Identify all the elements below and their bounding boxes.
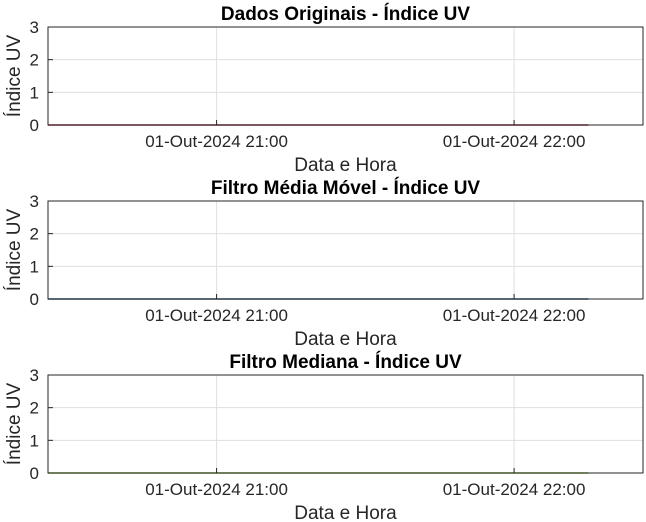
x-tick-label: 01-Out-2024 22:00 — [443, 132, 586, 151]
chart-title: Dados Originais - Índice UV — [221, 3, 470, 25]
y-tick-label: 2 — [30, 225, 39, 244]
x-tick-label: 01-Out-2024 21:00 — [145, 306, 288, 325]
axes-box — [47, 374, 644, 474]
x-tick-label: 01-Out-2024 21:00 — [145, 132, 288, 151]
y-tick-label: 0 — [30, 464, 39, 483]
axes-box — [47, 26, 644, 126]
plot-area — [48, 375, 643, 473]
x-tick-label: 01-Out-2024 22:00 — [443, 480, 586, 499]
y-tick-label: 2 — [30, 51, 39, 70]
subplot-1: 0 1 2 3 01-Out-2024 21:00 01-Out-2024 22:00 Da… — [4, 3, 644, 176]
x-tick-label: 01-Out-2024 22:00 — [443, 306, 586, 325]
chart-title: Filtro Média Móvel - Índice UV — [211, 177, 481, 199]
y-tick-label: 3 — [30, 366, 39, 385]
y-tick-label: 1 — [30, 83, 39, 102]
y-tick-label: 1 — [30, 431, 39, 450]
y-tick-label: 0 — [30, 116, 39, 135]
x-axis-label: Data e Hora — [294, 155, 397, 176]
y-tick-label: 3 — [30, 192, 39, 211]
y-axis-label: Índice UV — [4, 382, 25, 465]
plot-area — [48, 27, 643, 125]
subplot-3: 0 1 2 3 01-Out-2024 21:00 01-Out-2024 22:00 Fi… — [4, 351, 644, 522]
y-tick-label: 0 — [30, 290, 39, 309]
y-tick-label: 3 — [30, 18, 39, 37]
x-axis-label: Data e Hora — [294, 503, 397, 522]
x-tick-label: 01-Out-2024 21:00 — [145, 480, 288, 499]
plot-area — [48, 201, 643, 299]
axes-box — [47, 200, 644, 300]
subplot-2: 0 1 2 3 01-Out-2024 21:00 01-Out-2024 22:00 Fi… — [4, 177, 644, 350]
y-tick-label: 1 — [30, 257, 39, 276]
x-axis-label: Data e Hora — [294, 329, 397, 350]
y-axis-label: Índice UV — [4, 34, 25, 117]
y-tick-label: 2 — [30, 399, 39, 418]
y-axis-label: Índice UV — [4, 208, 25, 291]
chart-title: Filtro Mediana - Índice UV — [229, 351, 462, 373]
